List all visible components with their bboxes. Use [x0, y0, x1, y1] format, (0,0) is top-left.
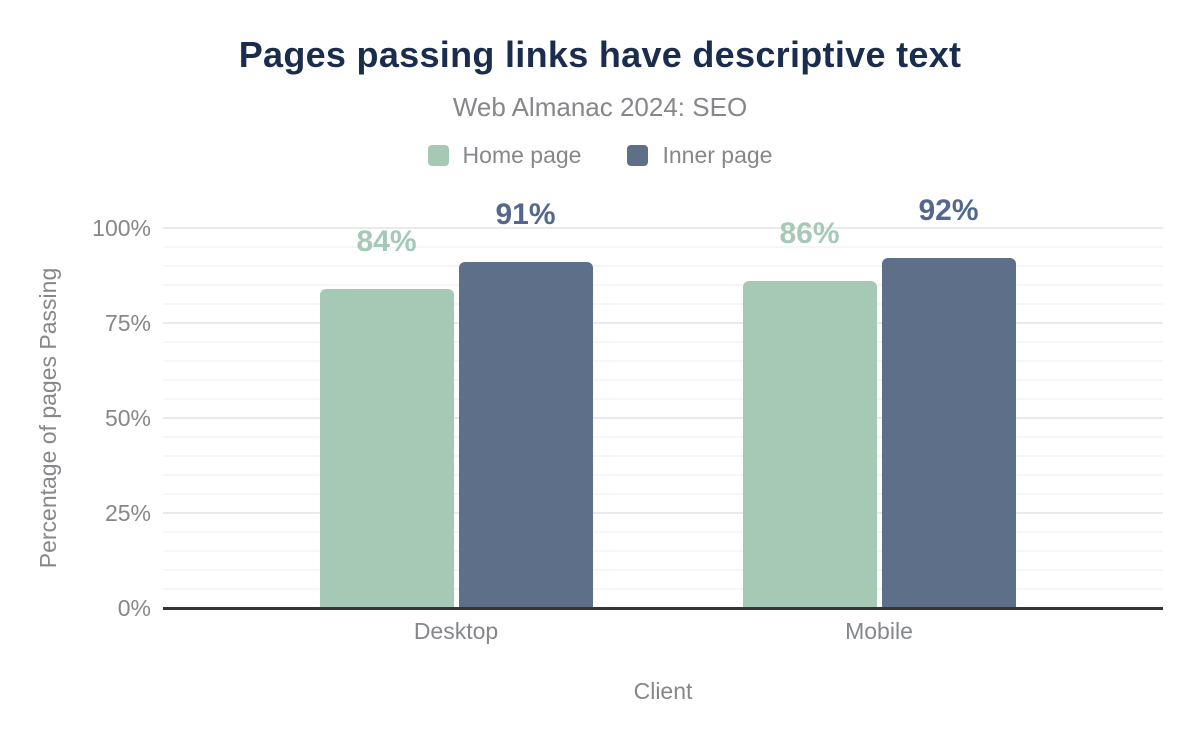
y-axis-tick-label: 100% — [92, 215, 151, 241]
x-axis-line — [163, 607, 1163, 610]
gridline-minor — [163, 569, 1163, 571]
gridline-minor — [163, 246, 1163, 248]
y-axis-tick-label: 0% — [117, 595, 151, 621]
bar-value-label: 92% — [918, 194, 979, 228]
y-axis-tick-label: 50% — [104, 405, 151, 431]
gridline-minor — [163, 341, 1163, 343]
chart-subtitle: Web Almanac 2024: SEO — [452, 92, 748, 122]
legend-item-home-page[interactable]: Home page — [427, 142, 582, 169]
gridline-minor — [163, 379, 1163, 381]
legend-item-inner-page[interactable]: Inner page — [627, 142, 772, 169]
gridline-minor — [163, 531, 1163, 533]
legend: Home page Inner page — [0, 142, 1200, 169]
gridline-minor — [163, 360, 1163, 362]
legend-swatch — [627, 145, 649, 166]
bar-value-label: 86% — [779, 217, 840, 251]
x-axis-tick-label-mobile: Mobile — [845, 618, 913, 644]
gridline-major — [163, 227, 1163, 229]
gridline-minor — [163, 265, 1163, 267]
gridline-minor — [163, 284, 1163, 286]
x-axis-tick-label-desktop: Desktop — [413, 618, 499, 644]
bar-desktop-inner-page[interactable] — [458, 262, 593, 608]
gridline-major — [163, 417, 1163, 419]
bar-desktop-home-page[interactable] — [319, 288, 454, 608]
gridline-minor — [163, 303, 1163, 305]
y-axis-tick-label: 75% — [104, 310, 151, 336]
bar-value-label: 91% — [495, 198, 556, 232]
legend-label: Inner page — [662, 142, 773, 168]
y-axis-tick-label: 25% — [104, 500, 151, 526]
gridline-minor — [163, 493, 1163, 495]
gridline-minor — [163, 436, 1163, 438]
chart-title: Pages passing links have descriptive tex… — [238, 34, 962, 75]
bar-mobile-home-page[interactable] — [742, 281, 877, 608]
gridline-major — [163, 512, 1163, 514]
gridline-major — [163, 322, 1163, 324]
plot-area: 84% 91% 86% 92% — [163, 196, 1163, 610]
gridline-minor — [163, 455, 1163, 457]
gridline-minor — [163, 550, 1163, 552]
x-axis-title: Client — [633, 678, 693, 704]
bar-mobile-inner-page[interactable] — [881, 258, 1016, 608]
gridline-minor — [163, 398, 1163, 400]
legend-swatch — [427, 145, 449, 166]
bar-value-label: 84% — [356, 224, 417, 258]
gridline-minor — [163, 474, 1163, 476]
gridline-minor — [163, 588, 1163, 590]
legend-label: Home page — [462, 142, 582, 168]
